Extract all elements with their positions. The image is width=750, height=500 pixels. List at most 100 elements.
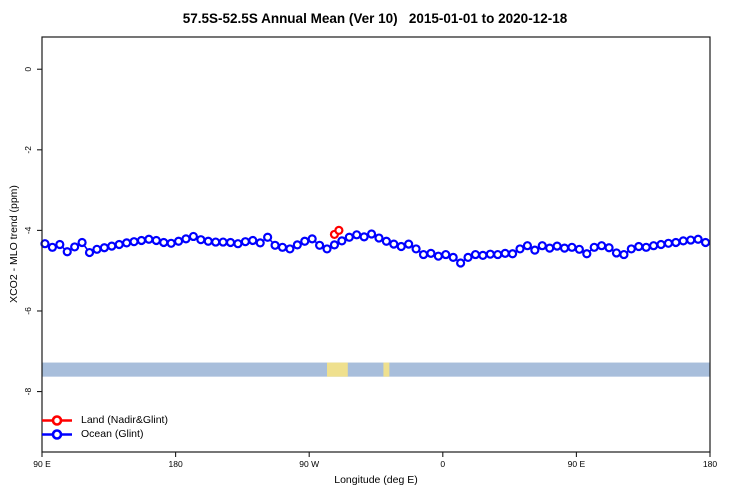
data-point xyxy=(545,243,555,253)
data-point xyxy=(70,242,80,252)
data-point xyxy=(218,237,228,247)
data-point xyxy=(671,237,681,248)
data-point xyxy=(404,239,414,249)
legend-item-land: Land (Nadir&Glint) xyxy=(40,414,168,427)
data-point xyxy=(463,252,473,262)
data-point xyxy=(686,235,696,245)
y-tick-label: -6 xyxy=(23,307,33,315)
x-tick-label: 0 xyxy=(440,459,445,469)
data-point xyxy=(485,249,495,259)
map-strip-land xyxy=(383,362,390,377)
data-point xyxy=(396,241,406,252)
data-point xyxy=(225,237,236,248)
map-strip-land xyxy=(327,362,348,377)
data-point xyxy=(337,236,347,246)
data-point xyxy=(663,238,674,248)
data-point xyxy=(626,244,636,254)
data-point xyxy=(159,237,169,248)
y-tick-label: -4 xyxy=(23,226,33,234)
plot-border xyxy=(41,36,711,453)
map-strip-ocean xyxy=(42,362,710,377)
data-point xyxy=(648,241,659,251)
data-point xyxy=(322,244,332,254)
chart-title: 57.5S-52.5S Annual Mean (Ver 10) 2015-01… xyxy=(182,11,568,26)
data-point xyxy=(507,249,518,259)
data-point xyxy=(500,248,510,258)
data-point xyxy=(552,241,562,251)
data-point xyxy=(456,258,466,268)
data-point xyxy=(107,241,117,251)
data-point xyxy=(493,249,503,260)
data-point xyxy=(678,236,688,246)
data-point xyxy=(537,241,547,251)
data-point xyxy=(84,247,95,258)
data-point xyxy=(55,239,65,250)
data-point xyxy=(129,237,139,247)
data-point xyxy=(173,236,184,246)
x-tick-label: 90 E xyxy=(568,459,586,469)
data-point xyxy=(203,236,213,246)
data-point xyxy=(47,242,57,252)
data-point xyxy=(374,233,384,243)
legend: Land (Nadir&Glint) Ocean (Glint) xyxy=(40,414,168,441)
land-series-marker-icon xyxy=(42,415,72,426)
x-axis-title: Longitude (deg E) xyxy=(334,474,418,486)
data-point xyxy=(211,237,221,247)
data-point xyxy=(334,225,344,235)
ocean-series-marker-icon xyxy=(42,429,72,440)
data-point xyxy=(604,243,614,253)
data-point xyxy=(181,234,191,244)
y-tick-label: 0 xyxy=(23,67,33,72)
data-point xyxy=(619,249,629,260)
data-point xyxy=(470,249,481,260)
data-point xyxy=(77,237,87,248)
data-point xyxy=(634,241,644,252)
data-point xyxy=(99,243,109,253)
y-tick-label: -2 xyxy=(23,146,33,154)
data-point xyxy=(144,234,154,244)
data-point xyxy=(567,242,577,252)
data-point xyxy=(151,235,161,246)
data-point xyxy=(611,248,622,258)
data-point xyxy=(329,240,340,250)
data-point xyxy=(389,239,399,249)
data-point xyxy=(196,235,206,245)
data-point xyxy=(359,232,369,242)
data-point xyxy=(656,239,666,250)
data-point xyxy=(366,229,377,239)
x-tick-label: 180 xyxy=(703,459,717,469)
data-point xyxy=(478,250,488,260)
data-point xyxy=(597,241,607,251)
data-point xyxy=(263,232,273,242)
legend-label: Land (Nadir&Glint) xyxy=(81,414,168,426)
data-point xyxy=(448,252,458,262)
data-point xyxy=(381,236,391,246)
data-point xyxy=(277,242,288,252)
data-point xyxy=(352,230,362,240)
data-point xyxy=(522,241,533,251)
data-point xyxy=(188,231,199,242)
data-point xyxy=(441,249,451,260)
data-point xyxy=(300,236,310,246)
data-point xyxy=(641,242,651,252)
y-tick-label: -8 xyxy=(23,388,33,396)
x-tick-label: 90 W xyxy=(299,459,319,469)
data-point xyxy=(574,244,584,254)
data-point xyxy=(693,234,703,244)
data-point xyxy=(255,238,265,248)
data-point xyxy=(92,244,102,254)
data-point xyxy=(589,242,599,252)
data-point xyxy=(426,248,436,258)
data-point xyxy=(233,239,243,249)
data-point xyxy=(344,232,354,242)
data-point xyxy=(248,235,258,246)
data-point xyxy=(285,244,295,254)
data-point xyxy=(307,234,317,244)
data-point xyxy=(700,237,711,248)
x-tick-label: 90 E xyxy=(33,459,51,469)
data-point xyxy=(515,244,525,254)
data-point xyxy=(559,243,570,253)
data-point xyxy=(136,235,147,246)
